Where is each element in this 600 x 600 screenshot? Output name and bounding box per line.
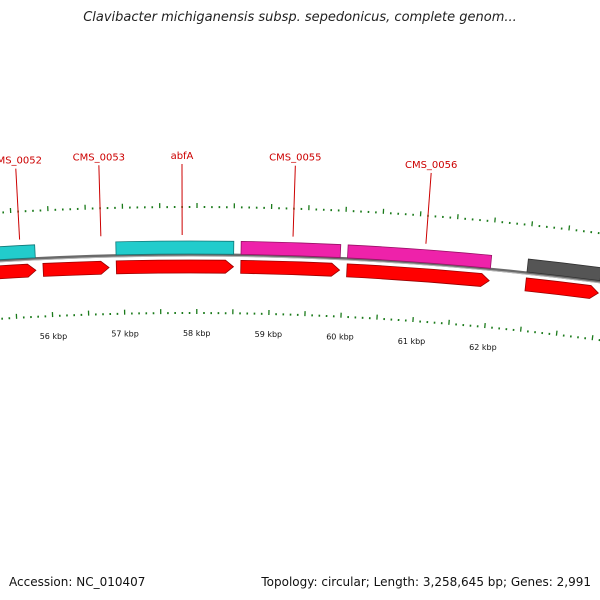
gene-feature-magenta: [240, 241, 342, 258]
outer-ruler-tick: [568, 225, 571, 231]
scale-layer: 56 kbp 57 kbp 58 kbp 59 kbp 60 kbp 61 kbp 62 k…: [40, 329, 497, 352]
inner-ruler-tick: [555, 330, 558, 336]
scale-label-62-kbp: 62 kbp: [469, 343, 497, 352]
gene-label-cms_0056: CMS_0056: [405, 160, 457, 171]
gene-leader-line: [98, 165, 102, 237]
backbone-arc: [0, 253, 600, 284]
gene-leader-line: [15, 168, 21, 240]
outer-ruler-tick: [531, 221, 534, 227]
scale-label-57-kbp: 57 kbp: [111, 330, 139, 339]
genome-summary-text: Topology: circular; Length: 3,258,645 bp…: [261, 575, 591, 589]
cds-arrow: [240, 260, 341, 277]
gene-label-cms_0053: CMS_0053: [73, 152, 125, 163]
cds-arrow: [0, 263, 37, 280]
label-layer: CMS_0052 CMS_0053 abfA CMS_0055 CMS_0056: [0, 151, 457, 244]
scale-label-59-kbp: 59 kbp: [255, 330, 283, 339]
cds-arrow: [115, 259, 235, 275]
scale-label-60-kbp: 60 kbp: [326, 333, 354, 342]
scale-label-58-kbp: 58 kbp: [183, 329, 211, 338]
inner-ruler-tick: [591, 335, 594, 341]
backbone-highlight: [0, 255, 600, 284]
cds-arrow: [42, 260, 110, 277]
gene-feature-cyan: [115, 240, 235, 256]
scale-label-61-kbp: 61 kbp: [398, 337, 426, 346]
gene-label-cms_0052: CMS_0052: [0, 156, 42, 167]
gene-feature-magenta: [347, 244, 493, 269]
cds-layer: [0, 259, 599, 299]
tick-layer: [1, 203, 600, 342]
scale-label-56-kbp: 56 kbp: [40, 332, 68, 341]
gene-label-abfa: abfA: [171, 151, 194, 162]
gene-layer: [0, 240, 600, 282]
backbone-layer: [0, 253, 600, 284]
gene-leader-line: [425, 172, 432, 244]
gene-label-cms_0055: CMS_0055: [269, 153, 321, 164]
cds-arrow: [346, 263, 490, 287]
cds-arrow: [524, 277, 599, 299]
gene-feature-cyan: [0, 244, 36, 261]
accession-text: Accession: NC_010407: [9, 575, 146, 589]
inner-ruler-tick: [519, 326, 522, 332]
gene-leader-line: [292, 165, 296, 237]
map-title: Clavibacter michiganensis subsp. sepedon…: [83, 10, 517, 25]
